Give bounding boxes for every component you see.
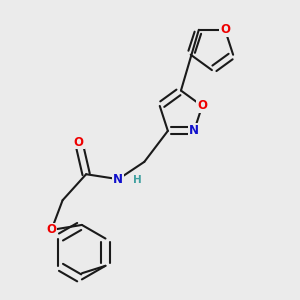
Text: N: N xyxy=(113,173,123,186)
Text: O: O xyxy=(46,224,56,236)
Text: N: N xyxy=(189,124,199,137)
Text: O: O xyxy=(74,136,84,148)
Text: O: O xyxy=(220,23,230,36)
Text: H: H xyxy=(133,176,141,185)
Text: O: O xyxy=(197,100,207,112)
